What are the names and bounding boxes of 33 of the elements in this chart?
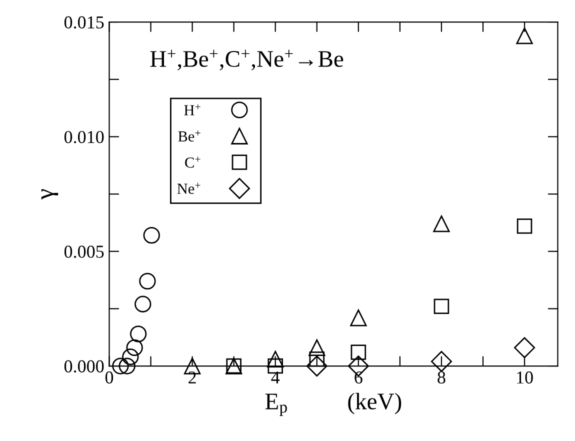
chart-title: H$^{+}$,Be$^{+}$,C$^{+}$,Ne$^{+}$→Be — [150, 50, 344, 70]
text: E$_{p}$ (keV) — [265, 392, 402, 416]
legend-label: H$^{+}$ — [184, 104, 200, 116]
point — [267, 350, 284, 368]
point — [112, 358, 129, 374]
point — [139, 272, 156, 290]
point — [350, 344, 366, 360]
point — [130, 326, 147, 342]
point — [122, 348, 139, 366]
point — [306, 356, 328, 377]
legend-label: Ne$^{+}$ — [177, 182, 200, 194]
point — [434, 298, 450, 314]
point — [308, 339, 326, 356]
y-tick-label: 0.010 — [64, 130, 104, 144]
point — [430, 350, 452, 372]
legend-label: C$^{+}$ — [185, 156, 200, 168]
point — [134, 296, 152, 312]
point — [514, 337, 536, 358]
y-tick-label: 0.000 — [64, 360, 104, 373]
point — [516, 218, 532, 234]
point — [516, 27, 533, 44]
y-tick-label: 0.015 — [64, 16, 104, 29]
x-tick-label: 8 — [438, 371, 446, 384]
x-tick-label: 0 — [105, 371, 114, 384]
point — [143, 226, 160, 244]
point — [433, 216, 450, 232]
point — [126, 339, 143, 356]
legend-label: Be$^{+}$ — [178, 130, 200, 142]
y-axis-title: γ — [41, 189, 58, 200]
x-tick-label: 10 — [517, 371, 533, 384]
point — [118, 358, 136, 374]
point — [350, 310, 367, 326]
y-tick-label: 0.005 — [64, 246, 104, 258]
